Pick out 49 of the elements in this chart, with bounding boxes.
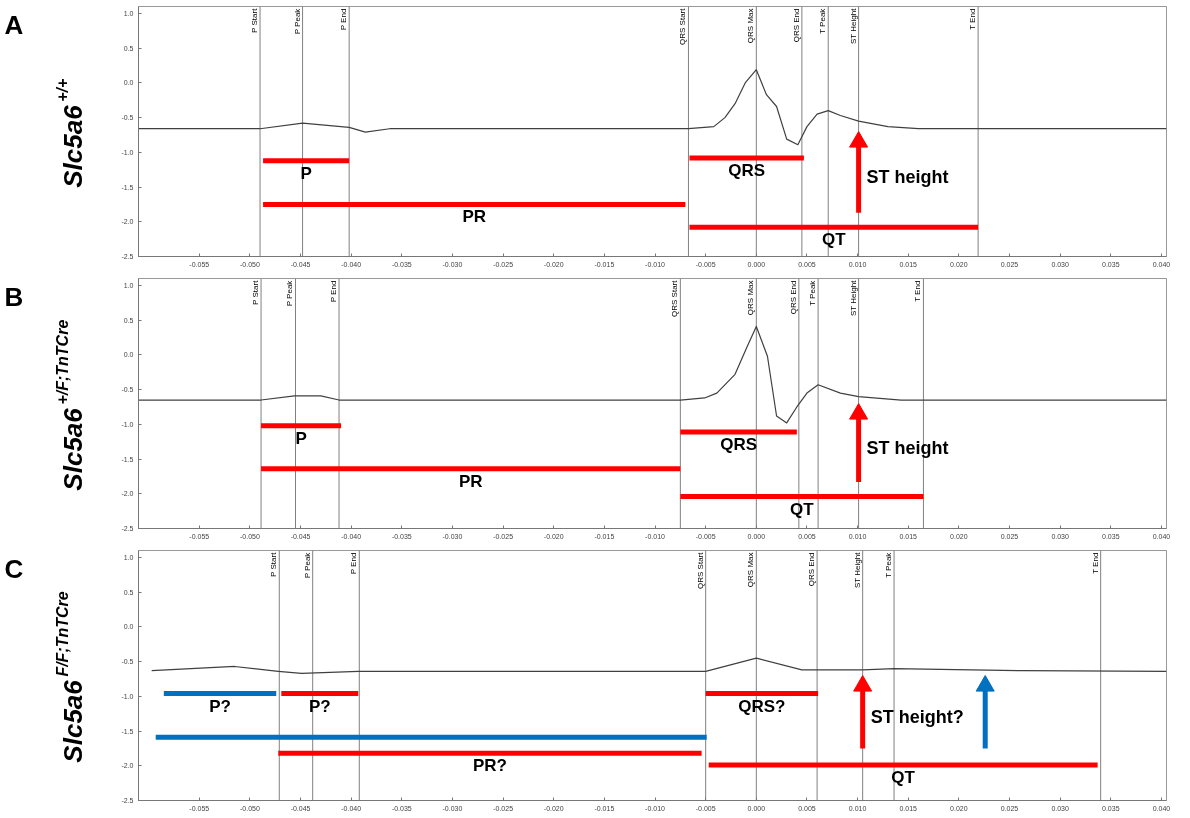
chart-title: A (4, 10, 24, 41)
ref-line-label: QRS End (807, 552, 817, 587)
annotation: ST height? (870, 707, 964, 728)
y-axis-title: Slc5a6+/+ (54, 78, 88, 188)
ref-line-label: QRS Start (670, 279, 680, 317)
series-label: PR? (472, 756, 507, 776)
ref-line-label: QRS Max (746, 552, 756, 588)
series-label: QT (821, 230, 847, 250)
ref-line-label: QRS Max (746, 8, 756, 44)
ref-line-label: P Peak (302, 551, 312, 579)
annotation: ST height (866, 437, 949, 458)
series-label: QRS (728, 160, 766, 180)
y-axis-title: Slc5a6+/F;TnTCre (54, 319, 88, 491)
ref-line-label: ST Height (852, 551, 862, 589)
annotation: ST height (866, 167, 949, 188)
series-label: P (295, 428, 307, 448)
series-label: QRS (720, 434, 758, 454)
ref-line-label: QRS End (788, 280, 798, 315)
y-axis-title: Slc5a6F/F;TnTCre (54, 591, 88, 763)
series-label: PR (458, 471, 483, 491)
series-label: P? (308, 696, 331, 716)
ref-line-label: P Peak (292, 7, 302, 35)
ref-line-label: P Start (250, 7, 260, 33)
series-label: QT (790, 499, 815, 519)
series-label: P (300, 163, 312, 183)
chart-title: C (4, 554, 24, 585)
ref-line-label: QRS End (791, 8, 801, 43)
ref-line-label: ST Height (848, 7, 858, 45)
ref-line-label: QRS Max (746, 280, 756, 316)
ref-line-label: P End (349, 552, 359, 575)
ref-line-label: P Peak (285, 279, 295, 307)
series-label: QRS? (738, 696, 786, 716)
ref-line-label: T End (1090, 552, 1100, 574)
series-label: PR (462, 207, 487, 227)
series-label: P? (209, 696, 231, 716)
ref-line-label: P Start (251, 279, 261, 305)
ref-line-label: T Peak (884, 551, 894, 578)
ref-line-label: P End (339, 8, 349, 31)
ref-line-label: QRS Start (678, 7, 688, 45)
ref-line-label: P End (329, 280, 339, 303)
series-label: QT (891, 768, 916, 788)
ref-line-label: T End (968, 8, 978, 30)
ref-line-label: T Peak (818, 7, 828, 34)
chart-title: B (4, 282, 24, 313)
ref-line-label: T Peak (808, 279, 818, 306)
ref-line-label: T End (913, 280, 923, 302)
ref-line-label: ST Height (848, 279, 858, 317)
ref-line-label: P Start (269, 551, 279, 577)
ref-line-label: QRS Start (695, 551, 705, 589)
